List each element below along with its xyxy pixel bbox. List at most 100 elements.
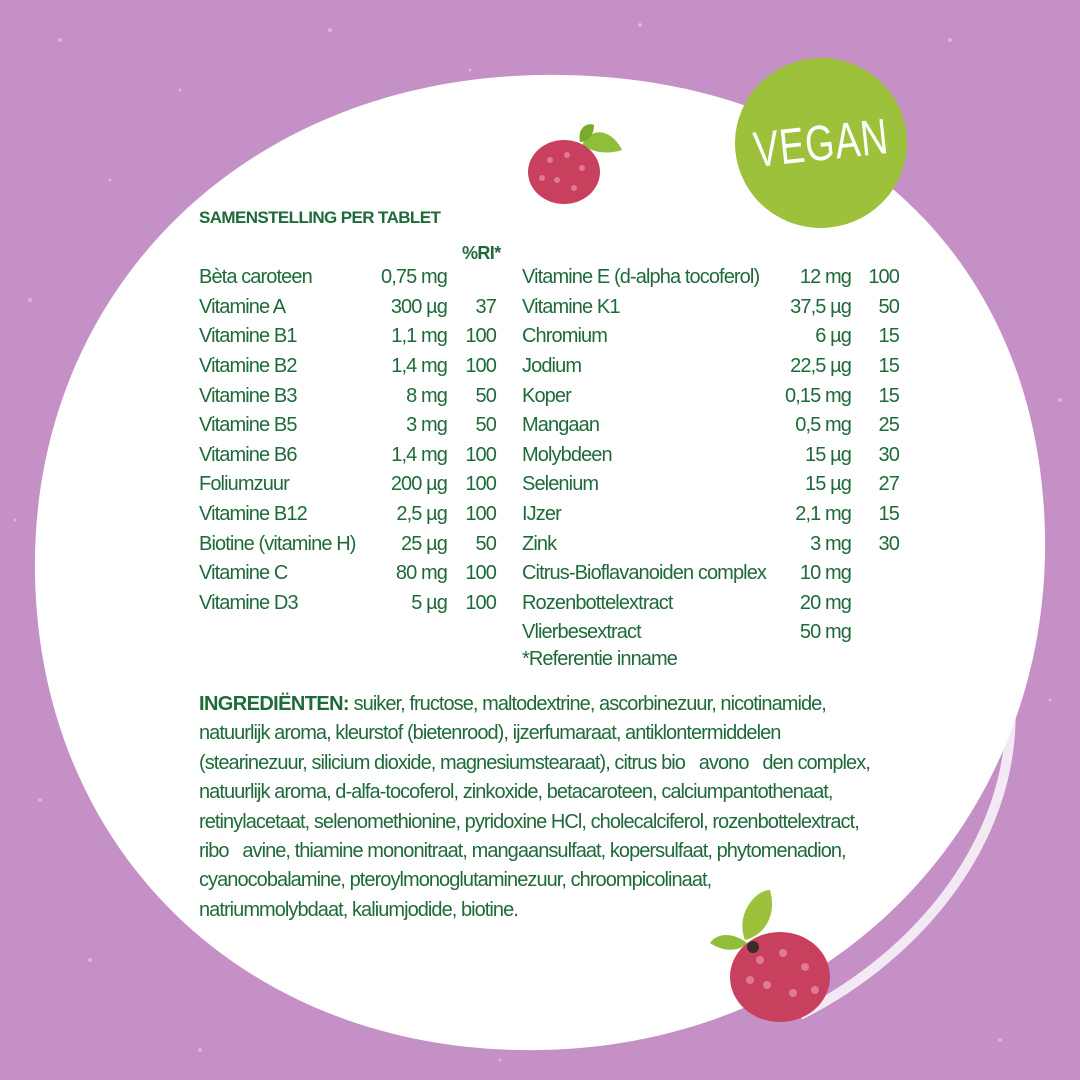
nutrient-name: Vitamine A: [199, 295, 286, 318]
nutrient-ri: 100: [868, 266, 900, 289]
ingredients-line: natuurlijk aroma, d-alfa-tocoferol, zink…: [199, 781, 833, 804]
ingredients-text: INGREDIËNTEN: suiker, fructose, maltodex…: [199, 690, 871, 925]
nutrient-ri: [851, 589, 899, 619]
nutrient-amount: 22,5 µg: [790, 355, 852, 378]
nutrient-amount: 5 µg: [411, 591, 448, 614]
nutrient-ri: 50: [475, 414, 497, 437]
nutrient-name: Vitamine E (d-alpha tocoferol): [522, 266, 760, 289]
nutrient-ri: 25: [878, 414, 900, 437]
nutrient-name: IJzer: [522, 503, 562, 526]
ingredients-line: cyanocobalamine, pteroylmonoglutaminezuu…: [199, 869, 712, 892]
nutrient-row: Vitamine E (d-alpha tocoferol) 12 mg 100: [522, 263, 900, 293]
nutrient-row: Vitamine B6 1,4 mg 100: [199, 441, 497, 471]
nutrient-row: Citrus-Bioflavanoiden complex 10 mg: [522, 559, 899, 589]
nutrient-name: Foliumzuur: [199, 473, 290, 496]
nutrient-amount: 3 mg: [810, 532, 852, 555]
nutrient-row: Vitamine B3 8 mg 50: [199, 381, 497, 411]
nutrient-ri: 100: [465, 562, 497, 585]
nutrient-ri: 30: [878, 443, 900, 466]
nutrient-name: Biotine (vitamine H): [199, 532, 356, 555]
nutrient-amount: 0,75 mg: [381, 266, 448, 289]
nutrient-name: Rozenbottelextract: [522, 591, 673, 614]
nutrient-amount: 3 mg: [406, 414, 448, 437]
nutrient-amount: 12 mg: [799, 266, 852, 289]
nutrient-table-left: Bèta caroteen 0,75 mg Vitamine A 300 µg 37 Vi…: [199, 263, 497, 619]
nutrient-ri: [447, 263, 496, 293]
nutrient-row: Vitamine D3 5 µg 100: [199, 589, 497, 619]
nutrient-row: Rozenbottelextract 20 mg: [522, 589, 899, 619]
nutrient-row: Vitamine K1 37,5 µg 50: [522, 293, 900, 323]
nutrient-ri: 15: [878, 384, 900, 407]
nutrient-name: Vitamine B1: [199, 325, 297, 348]
nutrient-name: Zink: [522, 532, 557, 555]
nutrient-amount: 1,4 mg: [391, 443, 448, 466]
nutrient-name: Vitamine B6: [199, 443, 297, 466]
nutrient-ri: 50: [878, 295, 900, 318]
nutrient-amount: 2,5 µg: [396, 503, 448, 526]
nutrient-row: Vitamine A 300 µg 37: [199, 293, 497, 323]
nutrient-amount: 6 µg: [815, 325, 852, 348]
nutrient-amount: 10 mg: [799, 562, 852, 585]
nutrient-ri: 37: [475, 295, 497, 318]
nutrient-ri: 27: [878, 473, 900, 496]
nutrient-row: Selenium 15 µg 27: [522, 470, 900, 500]
nutrient-name: Vitamine C: [199, 562, 288, 585]
nutrient-ri: 100: [465, 503, 497, 526]
nutrient-amount: 300 µg: [390, 295, 448, 318]
nutrient-ri: 100: [465, 355, 497, 378]
footnote: *Referentie inname: [522, 648, 678, 670]
nutrient-amount: 0,15 mg: [785, 384, 852, 407]
nutrient-row: Vitamine B12 2,5 µg 100: [199, 500, 497, 530]
nutrient-row: Molybdeen 15 µg 30: [522, 441, 900, 471]
nutrient-name: Vitamine K1: [522, 295, 620, 318]
nutrient-ri: [851, 618, 899, 648]
nutrient-name: Koper: [522, 384, 572, 407]
nutrient-amount: 80 mg: [395, 562, 448, 585]
ingredients-label: INGREDIËNTEN:: [199, 693, 350, 715]
nutrient-ri: 15: [878, 503, 900, 526]
nutrient-amount: 37,5 µg: [790, 295, 852, 318]
nutrient-name: Vitamine B5: [199, 414, 297, 437]
nutrient-row: Vitamine B5 3 mg 50: [199, 411, 497, 441]
nutrient-name: Selenium: [522, 473, 599, 496]
nutrient-ri: [851, 559, 899, 589]
nutrient-amount: 50 mg: [799, 621, 852, 644]
nutrient-name: Vlierbesextract: [522, 621, 642, 644]
nutrient-row: IJzer 2,1 mg 15: [522, 500, 900, 530]
nutrient-amount: 8 mg: [406, 384, 448, 407]
white-circle-panel: [34, 74, 1046, 1051]
nutrient-table-right: Vitamine E (d-alpha tocoferol) 12 mg 100 Vi…: [522, 263, 900, 648]
nutrient-name: Vitamine B3: [199, 384, 297, 407]
nutrient-ri: 100: [465, 591, 497, 614]
nutrient-name: Molybdeen: [522, 443, 613, 466]
nutrient-name: Citrus-Bioflavanoiden complex: [522, 562, 767, 585]
ingredients-line: suiker, fructose, maltodextrine, ascorbi…: [348, 693, 827, 715]
nutrient-amount: 200 µg: [390, 473, 448, 496]
ingredients-line: retinylacetaat, selenomethionine, pyrido…: [199, 810, 860, 833]
nutrient-ri: 15: [878, 355, 900, 378]
nutrient-row: Biotine (vitamine H) 25 µg 50: [199, 529, 497, 559]
nutrient-row: Jodium 22,5 µg 15: [522, 352, 900, 382]
composition-title: SAMENSTELLING PER TABLET: [199, 208, 441, 227]
nutrient-ri: 100: [465, 473, 497, 496]
nutrient-ri: 100: [465, 443, 497, 466]
nutrient-name: Mangaan: [522, 414, 600, 437]
nutrient-amount: 1,1 mg: [391, 325, 448, 348]
nutrient-name: Vitamine B2: [199, 355, 297, 378]
nutrient-ri: 50: [475, 532, 497, 555]
nutrient-row: Vitamine C 80 mg 100: [199, 559, 497, 589]
nutrient-amount: 15 µg: [805, 443, 852, 466]
nutrient-row: Koper 0,15 mg 15: [522, 381, 900, 411]
nutrient-amount: 25 µg: [401, 532, 448, 555]
nutrient-ri: 100: [465, 325, 497, 348]
ingredients-line: natuurlijk aroma, kleurstof (bietenrood)…: [199, 722, 781, 745]
ingredients-line: natriummolybdaat, kaliumjodide, biotine.: [199, 898, 519, 921]
nutrient-row: Chromium 6 µg 15: [522, 322, 900, 352]
nutrient-row: Foliumzuur 200 µg 100: [199, 470, 497, 500]
ingredients-line: ribo avine, thiamine mononitraat, mangaa…: [199, 840, 847, 863]
nutrient-amount: 2,1 mg: [795, 503, 852, 526]
nutrient-row: Bèta caroteen 0,75 mg: [199, 263, 496, 293]
nutrient-amount: 20 mg: [799, 591, 852, 614]
nutrient-amount: 15 µg: [805, 473, 852, 496]
